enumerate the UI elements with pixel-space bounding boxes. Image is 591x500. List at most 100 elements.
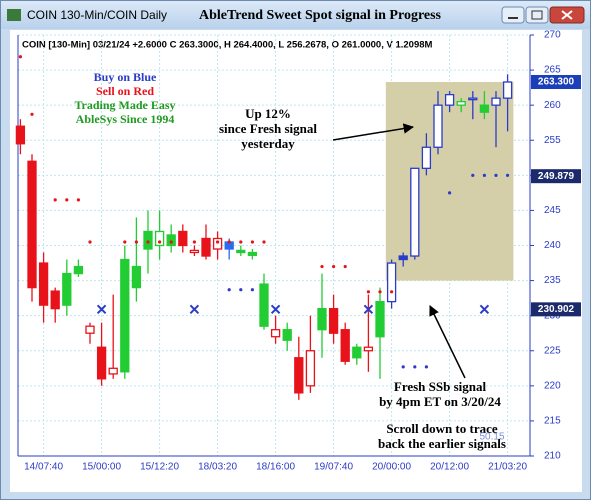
y-tick-label: 270 [544,30,561,41]
x-tick-label: 14/07:40 [24,462,63,473]
stop-dot [192,240,196,244]
y-tick-label: 255 [544,135,561,146]
candle-body [328,307,339,334]
stop-dot [65,198,69,202]
candle-body [421,146,432,169]
stop-dot [262,240,266,244]
candle-body [398,255,408,261]
stop-dot [30,112,34,116]
candle-body [50,290,60,310]
stop-dot [471,173,475,177]
candle-body [270,329,281,338]
candle-body [247,251,258,256]
candle-body [166,234,176,247]
candle-body [154,230,165,247]
stop-dot [146,240,150,244]
x-tick-label: 20/12:00 [430,462,469,473]
app-icon[interactable] [7,9,21,21]
candle-body [479,104,490,113]
stop-dot [181,240,185,244]
candle-body [212,237,223,250]
annotation-line: since Fresh signal [219,121,317,136]
candle-body [108,367,118,375]
y-tick-label: 210 [544,451,561,462]
y-tick-label: 235 [544,275,561,286]
price-mark-box [531,302,581,317]
stop-dot [366,290,370,294]
candle-body [73,265,84,275]
stop-dot [158,240,162,244]
stop-dot [332,264,336,269]
y-tick-label: 215 [544,416,561,427]
annotation-line: yesterday [241,136,295,151]
y-tick-label: 245 [544,205,561,216]
y-tick-label: 225 [544,345,561,356]
candle-body [96,346,107,380]
candle-body [62,272,72,306]
annotation-arrow [332,123,415,141]
stop-dot [390,290,394,294]
annotation-line: back the earlier signals [378,436,506,451]
candle-body [120,258,130,373]
price-mark-label: 249.879 [538,171,575,182]
candle-body [38,262,49,306]
x-marker [189,304,200,315]
candle-body [502,81,513,99]
candle-body [491,97,501,106]
y-tick-label: 240 [544,240,561,251]
stop-dot [227,240,231,244]
candle-body [305,350,316,387]
candle-body [178,230,188,247]
candle-body [317,307,327,331]
x-marker [96,304,107,315]
candle-body [143,230,153,250]
stop-dot [506,173,510,177]
candle-body [444,93,455,106]
candle-body [131,265,142,289]
price-mark-label: 263.300 [538,77,575,88]
candle-body [27,160,37,289]
legend-entry: Trading Made Easy [74,98,175,112]
candle-body [236,249,246,254]
stop-dot [482,173,486,177]
x-marker [363,304,374,315]
annotation-line: Up 12% [245,106,291,121]
x-tick-label: 18/03:20 [198,462,237,473]
legend-entry: AbleSys Since 1994 [76,112,175,126]
stop-dot [169,240,173,244]
stop-dot [53,198,57,202]
x-tick-label: 15/00:00 [82,462,121,473]
stop-dot [401,365,405,369]
x-marker [479,304,490,315]
legend-entry: Buy on Blue [94,70,157,84]
stop-dot [76,198,80,202]
annotation-arrow [429,305,466,379]
annotation-line: by 4pm ET on 3/20/24 [379,394,501,409]
candle-body [352,346,362,359]
candle-body [456,101,466,106]
maximize-button[interactable] [525,6,549,24]
stop-dot [413,365,417,369]
candle-body [259,283,269,327]
minimize-button[interactable] [501,6,525,24]
stop-dot [424,365,428,369]
candle-body [410,167,420,257]
info-line: COIN [130-Min] 03/21/24 +2.6000 C 263.30… [22,40,433,51]
stop-dot [239,288,243,292]
window-title: COIN 130-Min/COIN Daily [27,8,167,22]
candle-body [282,329,292,341]
stop-dot [448,191,452,195]
candle-body [85,325,95,334]
x-marker [270,304,281,315]
chart-title: AbleTrend Sweet Spot signal in Progress [199,8,442,23]
candle-body [340,329,350,362]
stop-dot [320,264,324,269]
x-tick-label: 20/00:00 [372,462,411,473]
x-tick-label: 18/16:00 [256,462,295,473]
stop-dot [250,288,254,292]
signal-highlight [385,82,514,281]
candle-body [386,262,397,303]
y-tick-label: 265 [544,65,561,76]
stop-dot [250,240,254,244]
